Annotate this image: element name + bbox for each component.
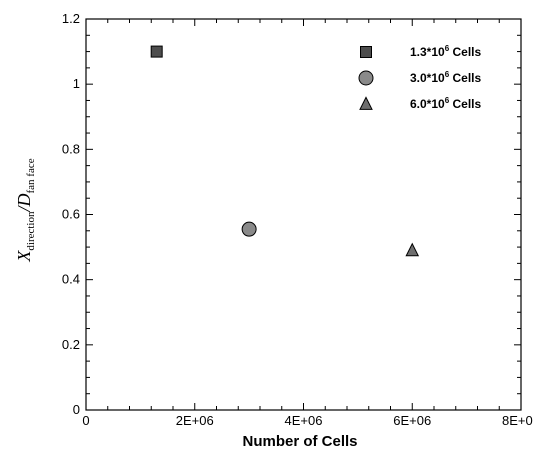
y-tick-label: 0	[73, 402, 80, 417]
x-tick-label: 2E+06	[176, 413, 214, 428]
x-tick-label: 6E+06	[393, 413, 431, 428]
y-tick-label: 0.8	[62, 141, 80, 156]
legend-label-base: 1.3*10	[410, 45, 445, 59]
legend-label-base: 3.0*10	[410, 71, 445, 85]
legend-label-exponent: 6	[445, 70, 450, 79]
legend-entry-label: 1.3*106 Cells	[410, 44, 481, 59]
x-tick-label: 8E+06	[502, 413, 533, 428]
legend-circle-marker	[358, 70, 374, 86]
square-data-point	[150, 45, 163, 58]
y-axis-title-prefix: X	[14, 250, 34, 263]
circle-data-point	[241, 221, 257, 237]
y-axis-title-prefix-sub: direction	[25, 211, 37, 251]
y-tick-label: 0.2	[62, 337, 80, 352]
y-tick-label: 1	[73, 76, 80, 91]
y-axis-title-suffix: D	[14, 193, 34, 207]
legend-label-tail: Cells	[449, 97, 481, 111]
y-tick-label: 0.4	[62, 272, 80, 287]
legend-entry-label: 6.0*106 Cells	[410, 96, 481, 111]
legend-label-exponent: 6	[445, 44, 450, 53]
legend-label-base: 6.0*10	[410, 97, 445, 111]
ticks: 0 2E+06 4E+06 6E+06 8E+06 0 0.2 0.4 0.6 0.8 1 1.2	[62, 11, 533, 428]
x-tick-label: 4E+06	[285, 413, 323, 428]
legend-entry-label: 3.0*106 Cells	[410, 70, 481, 85]
y-tick-label: 0.6	[62, 207, 80, 222]
y-axis-title-suffix-sub: fan face	[25, 158, 37, 193]
data-points	[150, 45, 420, 257]
legend-label-tail: Cells	[449, 71, 481, 85]
legend-square-marker	[360, 46, 372, 58]
y-tick-label: 1.2	[62, 11, 80, 26]
x-axis-title: Number of Cells	[242, 433, 357, 450]
triangle-data-point	[405, 242, 420, 257]
y-axis-title: Xdirection/Dfan face	[14, 158, 37, 262]
x-tick-label: 0	[82, 413, 89, 428]
legend-label-tail: Cells	[449, 45, 481, 59]
legend-triangle-marker	[359, 96, 373, 110]
legend-label-exponent: 6	[445, 96, 450, 105]
y-axis-title-separator: /	[14, 205, 34, 213]
